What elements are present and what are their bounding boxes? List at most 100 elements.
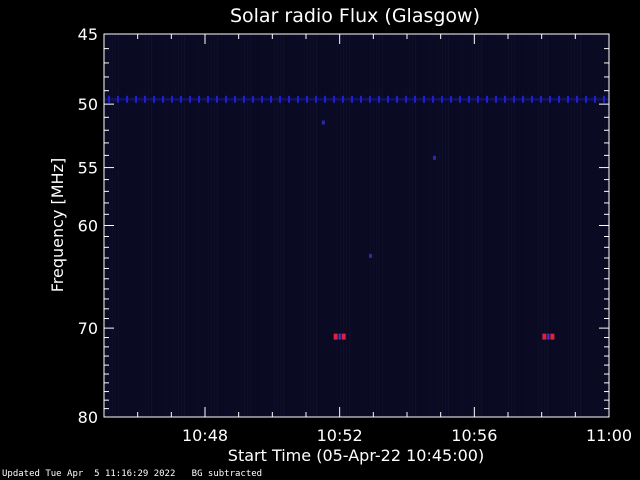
interference-dash <box>279 95 281 103</box>
bg-streak <box>385 34 386 417</box>
bg-streak <box>406 34 407 417</box>
x-tick-label: 10:56 <box>451 426 497 445</box>
bg-streak <box>277 34 278 417</box>
interference-dash <box>567 95 569 103</box>
bg-streak <box>361 34 362 417</box>
bg-streak <box>151 34 152 417</box>
interference-dash <box>306 95 308 103</box>
bg-streak <box>430 34 431 417</box>
bg-streak <box>340 34 341 417</box>
bg-streak <box>478 34 479 417</box>
bg-streak <box>187 34 188 417</box>
bg-streak <box>400 34 401 417</box>
bg-streak <box>136 34 137 417</box>
interference-dash <box>153 95 155 103</box>
interference-dash <box>387 95 389 103</box>
interference-dash <box>216 95 218 103</box>
bg-streak <box>220 34 221 417</box>
bg-streak <box>139 34 140 417</box>
bg-streak <box>328 34 329 417</box>
bg-streak <box>412 34 413 417</box>
bg-streak <box>169 34 170 417</box>
bg-streak <box>190 34 191 417</box>
bg-streak <box>574 34 575 417</box>
bg-streak <box>547 34 548 417</box>
interference-dash <box>603 95 605 103</box>
interference-dash <box>594 95 596 103</box>
bg-streak <box>310 34 311 417</box>
interference-dash <box>144 95 146 103</box>
interference-dash <box>423 95 425 103</box>
bg-streak <box>520 34 521 417</box>
bg-streak <box>538 34 539 417</box>
bg-streak <box>244 34 245 417</box>
bg-streak <box>556 34 557 417</box>
bg-streak <box>472 34 473 417</box>
interference-dash <box>342 95 344 103</box>
plot-area <box>104 34 609 417</box>
bg-streak <box>427 34 428 417</box>
hot-spot <box>333 333 338 340</box>
bg-streak <box>451 34 452 417</box>
x-tick-label: 11:00 <box>586 426 632 445</box>
interference-dash <box>450 95 452 103</box>
interference-dash <box>189 95 191 103</box>
chart-title: Solar radio Flux (Glasgow) <box>230 5 480 27</box>
bg-streak <box>436 34 437 417</box>
bg-streak <box>298 34 299 417</box>
bg-streak <box>571 34 572 417</box>
bg-streak <box>352 34 353 417</box>
hot-spot <box>550 333 555 340</box>
bg-streak <box>484 34 485 417</box>
interference-dash <box>324 95 326 103</box>
bg-streak <box>268 34 269 417</box>
bg-streak <box>148 34 149 417</box>
bg-streak <box>379 34 380 417</box>
bg-streak <box>304 34 305 417</box>
bg-streak <box>583 34 584 417</box>
bg-streak <box>349 34 350 417</box>
interference-dash <box>108 95 110 103</box>
bg-streak <box>562 34 563 417</box>
bg-streak <box>172 34 173 417</box>
bg-streak <box>316 34 317 417</box>
bg-streak <box>490 34 491 417</box>
faint-spot <box>368 253 372 258</box>
hot-spot <box>542 333 547 340</box>
bg-streak <box>115 34 116 417</box>
footer-status: Updated Tue Apr 5 11:16:29 2022 BG subtr… <box>2 469 263 479</box>
y-tick-label: 55 <box>78 159 98 178</box>
interference-dash <box>540 95 542 103</box>
bg-streak <box>295 34 296 417</box>
bg-streak <box>331 34 332 417</box>
bg-streak <box>370 34 371 417</box>
interference-dash <box>225 95 227 103</box>
bg-streak <box>181 34 182 417</box>
bg-streak <box>250 34 251 417</box>
y-tick-label: 70 <box>78 319 98 338</box>
bg-streak <box>199 34 200 417</box>
bg-streak <box>358 34 359 417</box>
bg-streak <box>598 34 599 417</box>
interference-band <box>104 97 609 101</box>
bg-streak <box>376 34 377 417</box>
bg-streak <box>355 34 356 417</box>
y-tick-label: 50 <box>78 95 98 114</box>
interference-dash <box>576 95 578 103</box>
bg-streak <box>418 34 419 417</box>
bg-streak <box>223 34 224 417</box>
bg-streak <box>499 34 500 417</box>
bg-streak <box>565 34 566 417</box>
bg-streak <box>382 34 383 417</box>
bg-streak <box>280 34 281 417</box>
x-axis-label: Start Time (05-Apr-22 10:45:00) <box>228 446 484 465</box>
bg-streak <box>577 34 578 417</box>
interference-dash <box>180 95 182 103</box>
bg-streak <box>235 34 236 417</box>
interference-dash <box>243 95 245 103</box>
interference-dash <box>126 95 128 103</box>
bg-streak <box>463 34 464 417</box>
bg-streak <box>346 34 347 417</box>
bg-streak <box>286 34 287 417</box>
bg-streak <box>166 34 167 417</box>
